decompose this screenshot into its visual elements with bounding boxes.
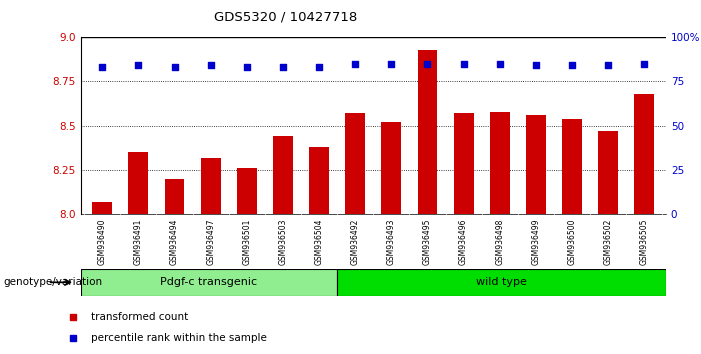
Bar <box>128 152 149 214</box>
Point <box>350 61 361 67</box>
Bar <box>634 94 654 214</box>
Text: GDS5320 / 10427718: GDS5320 / 10427718 <box>214 11 357 24</box>
Bar <box>273 136 293 214</box>
Text: percentile rank within the sample: percentile rank within the sample <box>90 332 266 343</box>
Bar <box>418 50 437 214</box>
Point <box>530 63 541 68</box>
Point <box>313 64 325 70</box>
Bar <box>346 113 365 214</box>
Bar <box>454 113 474 214</box>
Point <box>566 63 578 68</box>
Text: GSM936498: GSM936498 <box>495 218 504 265</box>
Text: Pdgf-c transgenic: Pdgf-c transgenic <box>160 277 257 287</box>
Bar <box>562 119 582 214</box>
Point <box>603 63 614 68</box>
Text: GSM936501: GSM936501 <box>243 218 252 265</box>
Text: transformed count: transformed count <box>90 312 188 322</box>
Text: GSM936502: GSM936502 <box>604 218 613 265</box>
Point <box>205 63 217 68</box>
Text: GSM936493: GSM936493 <box>387 218 396 265</box>
Text: GSM936500: GSM936500 <box>568 218 576 265</box>
Point <box>241 64 252 70</box>
Point <box>458 61 469 67</box>
Point <box>132 63 144 68</box>
Bar <box>336 269 666 296</box>
Bar <box>526 115 546 214</box>
Text: GSM936490: GSM936490 <box>98 218 107 265</box>
Text: GSM936491: GSM936491 <box>134 218 143 265</box>
Text: GSM936495: GSM936495 <box>423 218 432 265</box>
Bar <box>598 131 618 214</box>
Text: wild type: wild type <box>476 277 526 287</box>
Bar <box>93 202 112 214</box>
Text: GSM936503: GSM936503 <box>278 218 287 265</box>
Text: genotype/variation: genotype/variation <box>4 277 102 287</box>
Text: GSM936499: GSM936499 <box>531 218 540 265</box>
Text: GSM936505: GSM936505 <box>640 218 648 265</box>
Text: GSM936492: GSM936492 <box>350 218 360 265</box>
Point <box>422 61 433 67</box>
Bar <box>381 122 401 214</box>
Text: GSM936494: GSM936494 <box>170 218 179 265</box>
Point <box>97 64 108 70</box>
Text: GSM936504: GSM936504 <box>315 218 324 265</box>
Bar <box>200 158 221 214</box>
Bar <box>237 168 257 214</box>
Point <box>169 64 180 70</box>
Bar <box>165 179 184 214</box>
Bar <box>490 112 510 214</box>
Bar <box>81 269 336 296</box>
Point <box>386 61 397 67</box>
Text: GSM936497: GSM936497 <box>206 218 215 265</box>
Text: GSM936496: GSM936496 <box>459 218 468 265</box>
Point <box>494 61 505 67</box>
Point <box>639 61 650 67</box>
Bar <box>309 147 329 214</box>
Point <box>278 64 289 70</box>
